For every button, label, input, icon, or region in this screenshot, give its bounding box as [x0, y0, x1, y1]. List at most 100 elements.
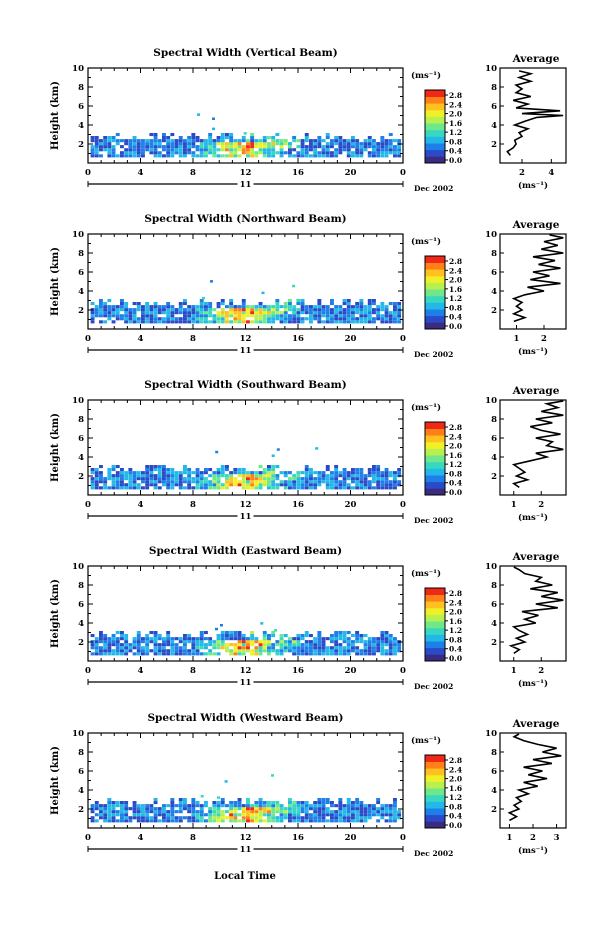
heat-cell [99, 154, 103, 158]
heat-cell [334, 486, 339, 490]
heat-cell [107, 652, 112, 656]
heat-cell [300, 477, 305, 481]
heat-cell [153, 136, 158, 140]
heat-cell [157, 486, 162, 490]
heat-cell [292, 480, 297, 484]
heat-cell [90, 652, 95, 656]
heat-cell [376, 471, 381, 475]
heat-cell [315, 447, 319, 450]
colorbar-swatch [425, 588, 445, 595]
heat-cell [141, 646, 145, 650]
heat-cell [94, 646, 99, 650]
heat-cell [367, 813, 372, 817]
heat-cell [376, 637, 381, 641]
heat-cell [330, 652, 334, 656]
heat-cell [136, 302, 141, 306]
heat-cell [258, 646, 263, 650]
heat-cell [279, 305, 284, 309]
heat-cell [342, 474, 347, 478]
heat-cell [262, 807, 267, 811]
heat-cell [250, 139, 255, 143]
heat-cell [363, 142, 368, 146]
heat-cell [153, 640, 158, 644]
heat-cell [338, 136, 343, 140]
heat-cell [321, 801, 326, 805]
heat-cell [145, 640, 150, 644]
heat-cell [351, 320, 355, 324]
heat-cell [90, 314, 95, 318]
heat-cell [363, 308, 368, 312]
heat-cell [212, 483, 217, 487]
heat-cell [241, 308, 246, 312]
heat-cell [304, 640, 309, 644]
heat-cell [309, 640, 313, 644]
heat-cell [162, 317, 166, 321]
average-frame [499, 233, 567, 330]
colorbar-swatch [425, 309, 445, 317]
heat-cell [388, 320, 393, 324]
y-axis-label: Height (km) [50, 247, 61, 316]
heat-cell [124, 810, 129, 814]
colorbar-tick-label: 0.8 [449, 137, 462, 146]
colorbar-swatch [425, 275, 445, 283]
colorbar-tick-label: 0.4 [449, 645, 462, 654]
heat-cell [376, 483, 381, 487]
x-tick-label: 0 [400, 168, 406, 178]
heat-cell [300, 804, 305, 808]
heat-cell [94, 305, 99, 309]
heat-cell [309, 480, 313, 484]
heat-cell [393, 154, 397, 158]
heat-cell [124, 804, 129, 808]
heat-cell [309, 477, 313, 481]
heat-cell [166, 468, 171, 472]
heat-cell [317, 819, 322, 823]
heat-cell [355, 486, 360, 490]
heat-cell [157, 468, 162, 472]
heat-cell [199, 302, 204, 306]
heat-cell [372, 646, 376, 650]
day-label-bg [237, 844, 254, 854]
heat-cell [342, 320, 347, 324]
colorbar-tick-label: 2.0 [449, 442, 462, 451]
heat-cell [330, 151, 334, 155]
heat-cell [241, 804, 246, 808]
heat-cell [300, 652, 305, 656]
heat-cell [204, 145, 208, 149]
heat-cell [330, 804, 334, 808]
heat-cell [237, 798, 242, 802]
heat-cell [187, 308, 192, 312]
average-profile-line [508, 566, 564, 655]
heat-cell [191, 142, 196, 146]
heat-cell [288, 471, 292, 475]
heat-cell [124, 305, 129, 309]
heat-cell [296, 480, 301, 484]
heat-cell [367, 299, 372, 303]
heat-cell [191, 305, 196, 309]
heat-cell [279, 819, 284, 823]
heat-cell [317, 816, 322, 820]
heat-cell [388, 643, 393, 647]
heat-cell [254, 483, 259, 487]
heat-cell [99, 631, 103, 635]
heat-cell [300, 801, 305, 805]
heat-cell [233, 142, 238, 146]
heat-cell [216, 640, 221, 644]
heat-cell [313, 804, 318, 808]
heat-cell [359, 305, 364, 309]
heat-cell [279, 810, 284, 814]
heat-cell [212, 643, 217, 647]
heat-cell [174, 151, 179, 155]
heat-cell [262, 649, 267, 653]
heat-cell [145, 807, 150, 811]
heat-cell [225, 142, 229, 146]
heat-cell [216, 819, 221, 823]
colorbar-tick-label: 0.8 [449, 303, 462, 312]
colorbar-swatch [425, 322, 445, 330]
heat-cell [153, 465, 158, 469]
heat-cell [325, 486, 330, 490]
heat-cell [288, 305, 292, 309]
y-tick-label: 4 [78, 619, 84, 629]
heat-cell [325, 637, 330, 641]
heat-cell [107, 154, 112, 158]
